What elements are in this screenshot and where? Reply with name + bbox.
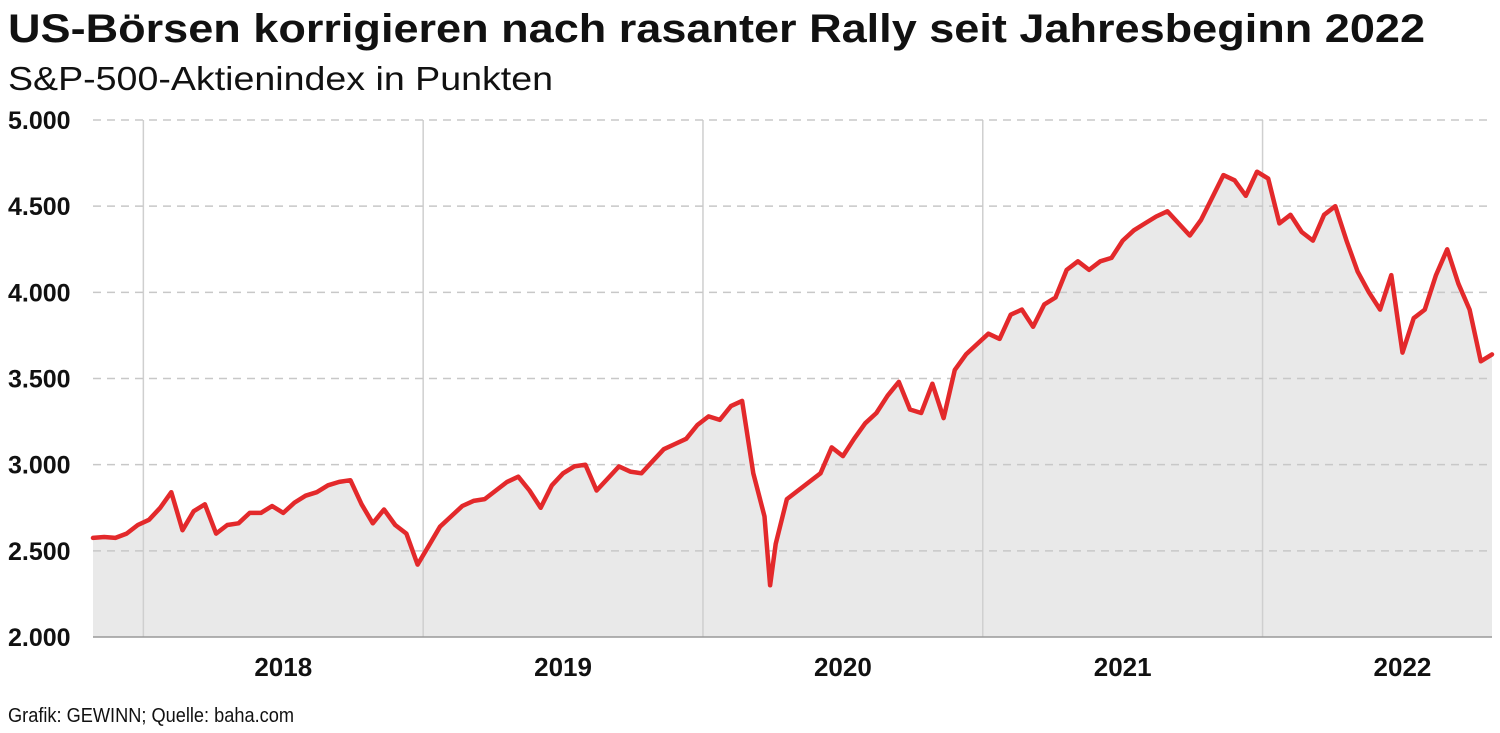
y-tick-label: 5.000 xyxy=(8,107,71,135)
x-tick-label: 2018 xyxy=(254,652,312,682)
y-tick-label: 3.500 xyxy=(8,366,71,394)
x-tick-label: 2021 xyxy=(1094,652,1152,682)
source-note: Grafik: GEWINN; Quelle: baha.com xyxy=(8,705,294,727)
y-tick-label: 4.000 xyxy=(8,279,71,307)
chart-subtitle: S&P-500-Aktienindex in Punkten xyxy=(8,60,553,97)
x-tick-label: 2019 xyxy=(534,652,592,682)
chart-title: US-Börsen korrigieren nach rasanter Rall… xyxy=(8,7,1425,51)
area-fill xyxy=(93,171,1492,637)
price-line xyxy=(90,169,1495,588)
x-tick-label: 2020 xyxy=(814,652,872,682)
y-tick-label: 2.500 xyxy=(8,538,71,566)
y-tick-label: 2.000 xyxy=(8,624,71,652)
y-tick-label: 3.000 xyxy=(8,452,71,480)
y-tick-label: 4.500 xyxy=(8,193,71,221)
x-tick-label: 2022 xyxy=(1374,652,1432,682)
